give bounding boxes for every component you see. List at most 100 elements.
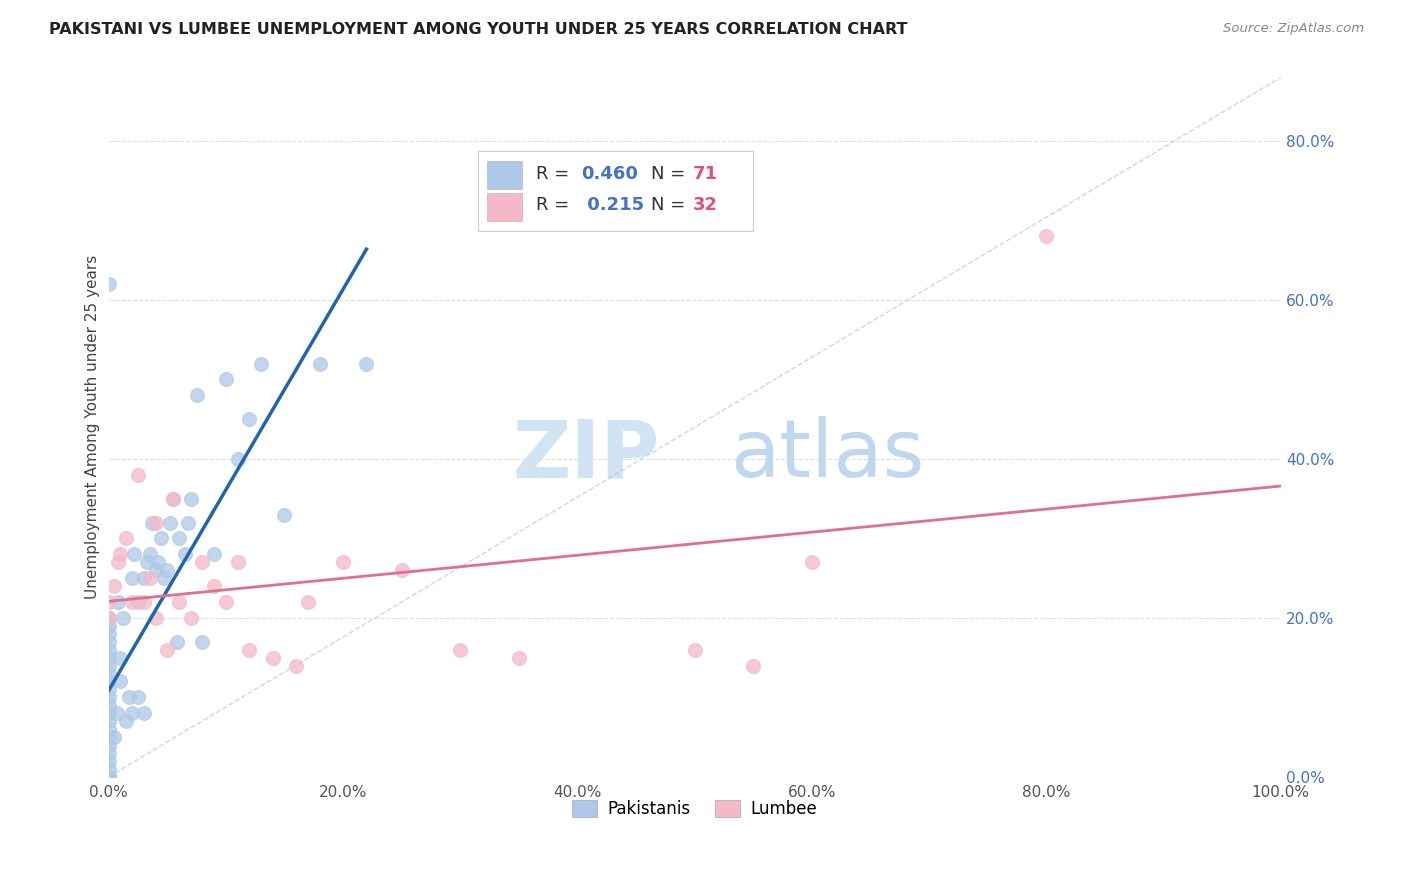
Point xyxy=(162,491,184,506)
Point xyxy=(132,571,155,585)
Point xyxy=(107,555,129,569)
Point xyxy=(97,611,120,625)
Point xyxy=(180,611,202,625)
Point xyxy=(103,579,125,593)
Point xyxy=(202,547,225,561)
Point xyxy=(97,722,120,736)
Point xyxy=(159,516,181,530)
Point xyxy=(105,706,128,721)
Point xyxy=(127,467,149,482)
Point xyxy=(97,666,120,681)
Point xyxy=(152,571,174,585)
Point xyxy=(215,595,238,609)
Point xyxy=(97,690,120,705)
Point xyxy=(356,357,378,371)
Point xyxy=(97,674,120,689)
Point xyxy=(145,516,167,530)
Point xyxy=(508,650,530,665)
Point xyxy=(115,532,138,546)
Point xyxy=(97,595,120,609)
Point xyxy=(97,682,120,697)
Point xyxy=(1035,229,1057,244)
Point xyxy=(107,595,129,609)
Legend: Pakistanis, Lumbee: Pakistanis, Lumbee xyxy=(565,793,824,824)
Point xyxy=(97,730,120,744)
Point xyxy=(97,277,120,291)
Point xyxy=(742,658,765,673)
Point xyxy=(97,746,120,760)
Point xyxy=(180,491,202,506)
Point xyxy=(121,595,143,609)
Point xyxy=(173,547,195,561)
Point xyxy=(238,412,260,426)
Point xyxy=(391,563,413,577)
Text: N =: N = xyxy=(651,165,692,183)
Point xyxy=(111,611,134,625)
Point xyxy=(97,714,120,729)
Point xyxy=(449,642,471,657)
Point xyxy=(138,547,160,561)
Point xyxy=(97,658,120,673)
Point xyxy=(97,770,120,784)
Point xyxy=(215,372,238,386)
Point xyxy=(97,770,120,784)
Point xyxy=(285,658,308,673)
Text: N =: N = xyxy=(651,196,692,214)
Point xyxy=(202,579,225,593)
Point xyxy=(97,611,120,625)
Point xyxy=(103,730,125,744)
Point xyxy=(121,706,143,721)
Point xyxy=(97,770,120,784)
Point xyxy=(110,547,132,561)
Point xyxy=(97,754,120,768)
Text: R =: R = xyxy=(537,165,575,183)
Text: 32: 32 xyxy=(692,196,717,214)
Point xyxy=(273,508,295,522)
Point xyxy=(97,619,120,633)
Text: 71: 71 xyxy=(692,165,717,183)
Point xyxy=(97,762,120,776)
Point xyxy=(683,642,706,657)
Text: R =: R = xyxy=(537,196,575,214)
Point xyxy=(191,555,214,569)
Point xyxy=(97,642,120,657)
Point xyxy=(132,706,155,721)
Text: PAKISTANI VS LUMBEE UNEMPLOYMENT AMONG YOUTH UNDER 25 YEARS CORRELATION CHART: PAKISTANI VS LUMBEE UNEMPLOYMENT AMONG Y… xyxy=(49,22,908,37)
Point xyxy=(250,357,273,371)
Point xyxy=(308,357,330,371)
FancyBboxPatch shape xyxy=(488,161,523,189)
Point xyxy=(177,516,200,530)
Text: 0.215: 0.215 xyxy=(581,196,644,214)
Point xyxy=(167,532,190,546)
Y-axis label: Unemployment Among Youth under 25 years: Unemployment Among Youth under 25 years xyxy=(86,255,100,599)
Point xyxy=(145,563,167,577)
Text: Source: ZipAtlas.com: Source: ZipAtlas.com xyxy=(1223,22,1364,36)
Text: ZIP: ZIP xyxy=(512,417,659,494)
Point xyxy=(97,770,120,784)
Point xyxy=(800,555,823,569)
Point xyxy=(97,770,120,784)
Point xyxy=(97,770,120,784)
Point xyxy=(110,650,132,665)
Point xyxy=(117,690,139,705)
Point xyxy=(115,714,138,729)
Point xyxy=(162,491,184,506)
Point xyxy=(97,627,120,641)
Point xyxy=(238,642,260,657)
Point xyxy=(127,690,149,705)
Point xyxy=(121,571,143,585)
Point xyxy=(97,770,120,784)
Point xyxy=(138,571,160,585)
Point xyxy=(124,547,146,561)
Point xyxy=(150,532,173,546)
Point xyxy=(166,634,188,648)
Text: 0.460: 0.460 xyxy=(581,165,638,183)
Point xyxy=(191,634,214,648)
Point xyxy=(97,770,120,784)
Point xyxy=(226,555,249,569)
Point xyxy=(141,516,163,530)
Point xyxy=(145,611,167,625)
FancyBboxPatch shape xyxy=(488,193,523,221)
Point xyxy=(297,595,319,609)
Point xyxy=(156,642,179,657)
